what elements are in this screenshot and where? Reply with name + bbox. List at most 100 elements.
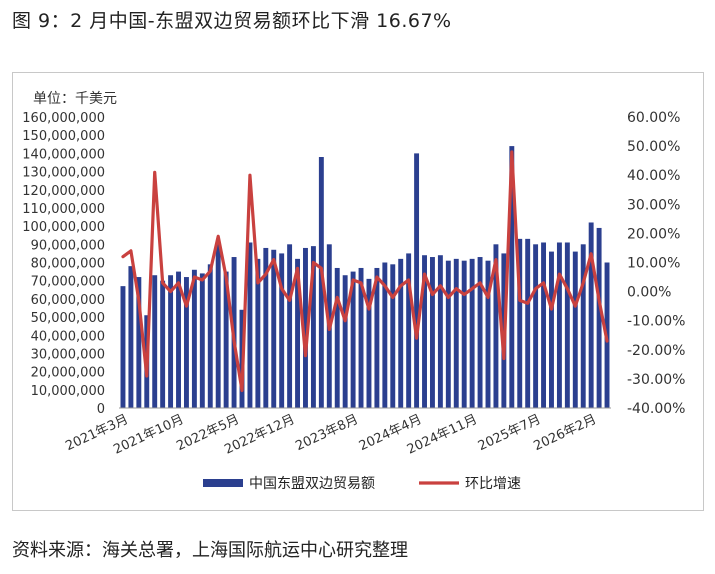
trade-volume-bar — [128, 266, 134, 408]
left-tick-label: 140,000,000 — [22, 147, 105, 162]
trade-volume-bar — [303, 247, 308, 408]
trade-volume-bar — [517, 238, 523, 408]
trade-volume-bar — [509, 146, 515, 408]
trade-volume-bar — [374, 267, 380, 408]
right-tick-label: 20.00% — [627, 226, 680, 242]
legend: 中国东盟双边贸易额 环比增速 — [203, 476, 521, 492]
trade-volume-bar — [350, 271, 356, 408]
trade-volume-bar — [168, 275, 174, 408]
right-tick-label: 0.00% — [627, 285, 671, 301]
left-tick-label: 10,000,000 — [31, 384, 105, 399]
trade-volume-bar — [429, 257, 435, 408]
trade-volume-bar — [541, 242, 547, 408]
trade-volume-bar — [334, 267, 340, 408]
trade-volume-bar — [191, 269, 197, 408]
right-tick-label: 40.00% — [627, 168, 680, 184]
trade-volume-bar — [461, 260, 467, 408]
trade-volume-bar — [556, 242, 562, 408]
trade-volume-bar — [477, 257, 483, 408]
trade-volume-bar — [382, 262, 388, 408]
trade-volume-bar — [572, 251, 578, 408]
right-tick-label: 50.00% — [627, 139, 680, 155]
trade-volume-bar — [247, 242, 253, 408]
trade-volume-bar — [176, 271, 181, 408]
trade-volume-bar — [437, 255, 443, 408]
trade-volume-bar — [295, 258, 301, 408]
left-tick-label: 160,000,000 — [22, 111, 105, 126]
right-tick-label: -20.00% — [627, 343, 685, 359]
trade-volume-bar — [223, 271, 229, 408]
right-tick-label: 10.00% — [627, 256, 680, 272]
trade-volume-bar — [183, 277, 189, 408]
trade-volume-bar — [525, 238, 531, 408]
trade-volume-bar — [136, 277, 142, 408]
trade-volume-bar — [390, 264, 396, 408]
trade-volume-bar — [287, 244, 293, 408]
trade-volume-bar — [120, 286, 126, 408]
trade-volume-bar — [366, 278, 372, 408]
trade-volume-bar — [152, 275, 158, 408]
trade-volume-bar — [445, 260, 451, 408]
right-tick-label: -30.00% — [627, 372, 685, 388]
source-note: 资料来源：海关总署，上海国际航运中心研究整理 — [12, 540, 408, 561]
trade-volume-bar — [564, 242, 570, 408]
trade-volume-bar — [358, 267, 364, 408]
trade-volume-bar — [207, 264, 213, 408]
trade-volume-bar — [255, 258, 261, 408]
trade-volume-bar — [263, 247, 269, 408]
left-tick-label: 150,000,000 — [22, 129, 105, 144]
left-tick-label: 90,000,000 — [31, 238, 105, 253]
trade-volume-bar — [342, 275, 348, 408]
left-tick-label: 70,000,000 — [31, 275, 105, 290]
line-series — [121, 150, 609, 393]
left-tick-label: 60,000,000 — [31, 293, 105, 308]
left-tick-label: 20,000,000 — [31, 366, 105, 381]
right-tick-label: 60.00% — [627, 110, 680, 126]
right-axis-ticks: 60.00% 50.00% 40.00% 30.00% 20.00% 10.00% 0.00… — [627, 110, 685, 417]
trade-volume-bar — [596, 227, 602, 408]
left-tick-label: 100,000,000 — [22, 220, 105, 235]
x-tick-label: 2026年2月 — [532, 412, 599, 454]
trade-volume-bar — [549, 251, 554, 408]
left-tick-label: 40,000,000 — [31, 329, 105, 344]
x-axis-labels: 2021年3月2021年10月2022年5月2022年12月2023年8月202… — [63, 412, 599, 458]
trade-volume-bar — [215, 244, 221, 408]
left-tick-label: 0 — [97, 402, 105, 417]
trade-volume-bar — [406, 253, 412, 408]
right-tick-label: -40.00% — [627, 401, 685, 417]
left-tick-label: 50,000,000 — [31, 311, 105, 326]
unit-label: 单位：千美元 — [33, 91, 117, 107]
left-tick-label: 120,000,000 — [22, 184, 105, 199]
left-axis-ticks: 160,000,000 150,000,000 140,000,000 130,000… — [22, 111, 105, 417]
chart-svg: 单位：千美元 160,000,000 150,000,000 140,000,000… — [22, 91, 685, 492]
legend-bar-label: 中国东盟双边贸易额 — [249, 476, 375, 492]
trade-volume-bar — [533, 244, 539, 408]
trade-volume-bar — [199, 273, 205, 408]
trade-volume-bar — [279, 253, 285, 408]
chart-frame: 单位：千美元 160,000,000 150,000,000 140,000,000… — [12, 72, 704, 511]
trade-volume-bar — [422, 255, 427, 408]
trade-volume-bar — [271, 249, 277, 408]
trade-volume-bar — [469, 258, 475, 408]
x-tick-label: 2025年7月 — [476, 412, 543, 454]
legend-line-label: 环比增速 — [465, 476, 521, 492]
mom-growth-line — [121, 150, 609, 393]
legend-bar-swatch — [203, 479, 243, 487]
trade-volume-bar — [493, 244, 499, 408]
trade-volume-bar — [580, 244, 586, 408]
right-tick-label: 30.00% — [627, 197, 680, 213]
left-tick-label: 130,000,000 — [22, 166, 105, 181]
left-tick-label: 110,000,000 — [22, 202, 105, 217]
trade-volume-bar — [318, 157, 324, 408]
trade-volume-bar — [398, 258, 404, 408]
figure-title: 图 9：2 月中国-东盟双边贸易额环比下滑 16.67% — [12, 10, 452, 32]
x-tick-label: 2023年8月 — [293, 412, 360, 454]
right-tick-label: -10.00% — [627, 314, 685, 330]
trade-volume-bar — [414, 153, 420, 409]
trade-volume-bar — [453, 258, 459, 408]
trade-volume-bar — [310, 246, 316, 408]
left-tick-label: 80,000,000 — [31, 257, 105, 272]
left-tick-label: 30,000,000 — [31, 347, 105, 362]
trade-volume-bar — [588, 222, 594, 408]
trade-volume-bar — [160, 280, 166, 408]
